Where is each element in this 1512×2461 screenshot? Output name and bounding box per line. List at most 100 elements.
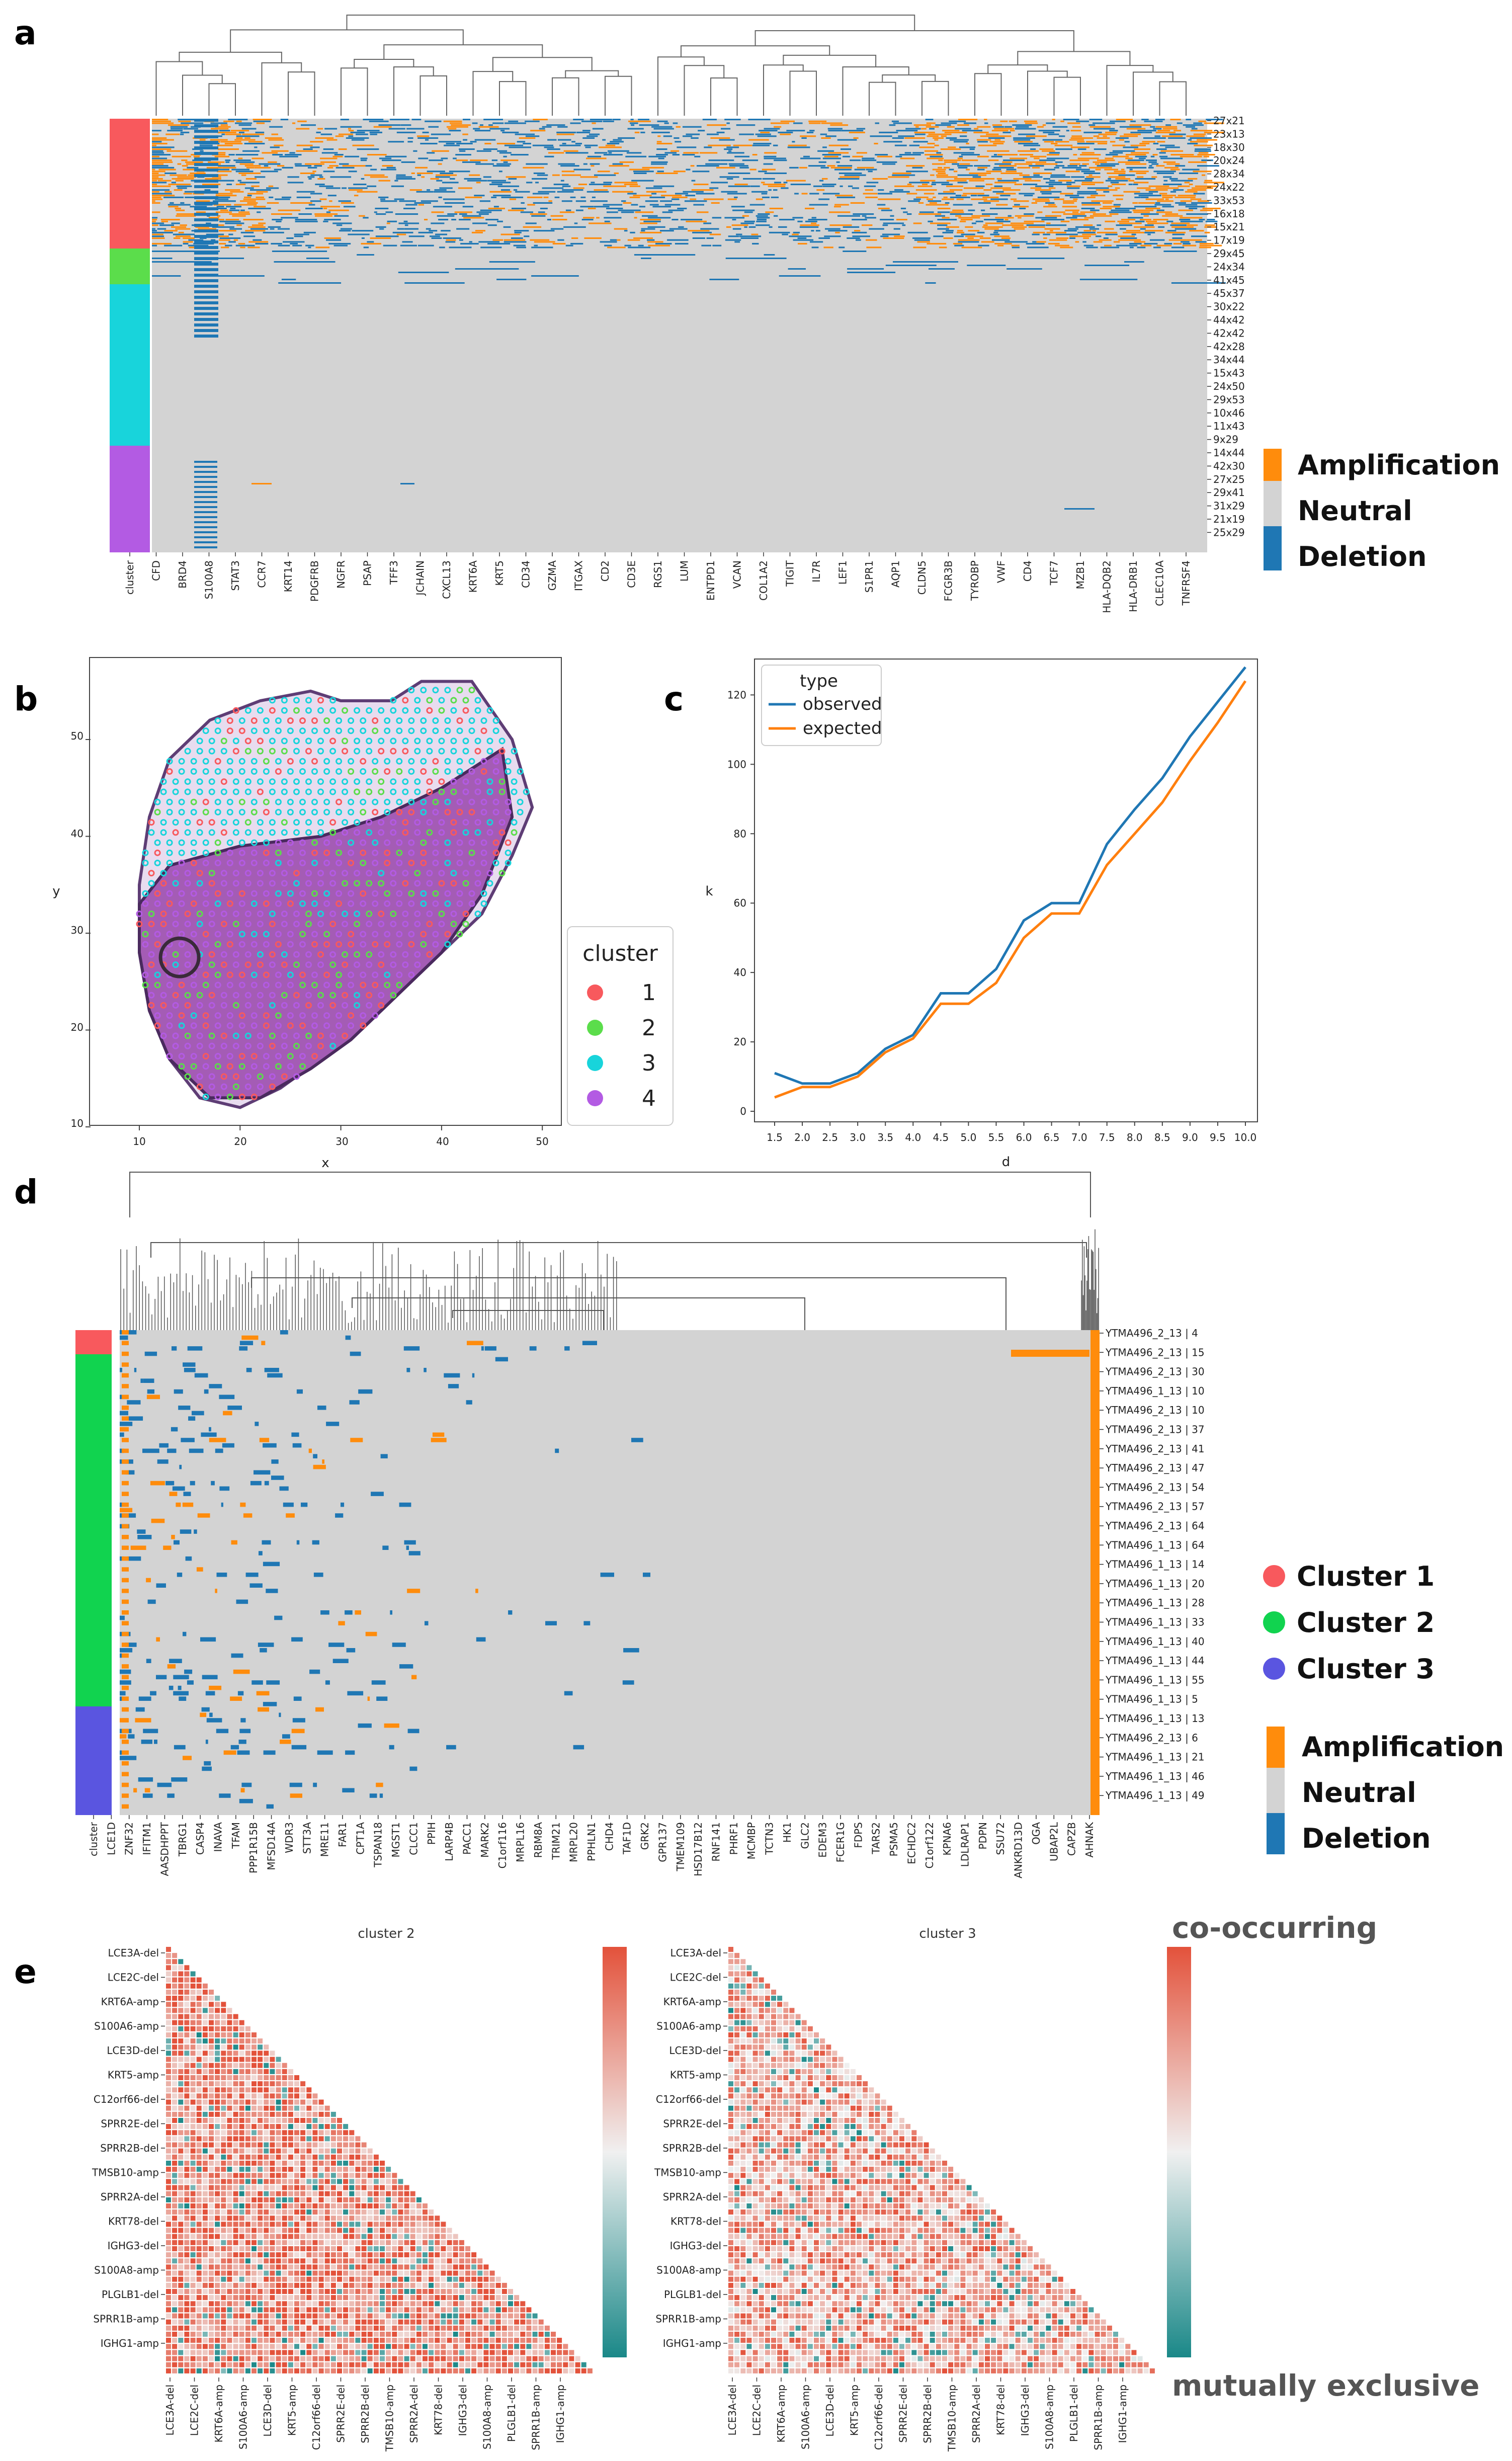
a-cell-del bbox=[755, 224, 770, 226]
a-cell-amp bbox=[220, 124, 228, 126]
a-cell-amp bbox=[1157, 200, 1173, 202]
e-cell bbox=[312, 2148, 318, 2154]
e-cell bbox=[166, 1965, 171, 1971]
a-cell-del bbox=[485, 219, 498, 221]
a-cell-del bbox=[348, 171, 357, 173]
a-cell-amp bbox=[853, 137, 859, 139]
b-spot bbox=[250, 941, 258, 948]
a-cell-amp bbox=[234, 139, 256, 141]
e-cell bbox=[209, 2130, 214, 2136]
a-cell-amp bbox=[342, 165, 366, 167]
a-cell-del bbox=[441, 230, 451, 232]
a-cell-amp bbox=[174, 189, 183, 191]
a-cell-del bbox=[385, 211, 393, 213]
a-cell-del bbox=[470, 141, 477, 143]
a-row-label: 31x29 bbox=[1213, 500, 1245, 512]
e-cell bbox=[318, 2179, 324, 2184]
c-xtick: 5.0 bbox=[961, 1131, 977, 1143]
d-cell-amp bbox=[122, 1470, 129, 1475]
e-cell bbox=[227, 2057, 232, 2062]
a-cell-del bbox=[526, 182, 533, 184]
b-spot bbox=[172, 1002, 179, 1009]
a-cell-amp bbox=[985, 222, 1003, 224]
a-cell-del bbox=[547, 148, 560, 150]
d-col-label: IFITM1 bbox=[141, 1822, 153, 1855]
e-cell bbox=[172, 2075, 178, 2080]
legend-neutral-swatch bbox=[1264, 481, 1282, 526]
d-cell-del bbox=[171, 1427, 178, 1432]
d-cell-del bbox=[564, 1691, 573, 1696]
a-cell-amp bbox=[1083, 237, 1089, 239]
e-cell bbox=[343, 2185, 349, 2190]
a-cell-amp bbox=[973, 131, 989, 133]
a-cell-del bbox=[631, 180, 654, 182]
a-cell-del bbox=[438, 196, 442, 198]
c-xtick: 2.5 bbox=[822, 1131, 838, 1143]
b-spot bbox=[257, 921, 264, 928]
e-cell bbox=[258, 2050, 263, 2056]
a-cell-amp bbox=[997, 154, 1018, 156]
a-cell-del bbox=[270, 146, 280, 148]
a-cell-amp bbox=[716, 167, 735, 169]
b-spot bbox=[396, 859, 403, 866]
a-cell-del bbox=[503, 161, 508, 163]
d-cell-del bbox=[328, 1643, 345, 1647]
e-cell bbox=[166, 2093, 171, 2099]
a-cell-del bbox=[686, 133, 700, 135]
b-spot bbox=[311, 1022, 318, 1029]
a-cell-amp bbox=[178, 120, 191, 122]
e-cell bbox=[178, 1965, 184, 1971]
d-row-label: YTMA496_2_13 | 37 bbox=[1105, 1424, 1205, 1436]
d-cell-del bbox=[120, 1756, 137, 1760]
a-cell-amp bbox=[726, 226, 731, 228]
e-cell bbox=[398, 2185, 403, 2190]
a-cell-del bbox=[493, 195, 511, 197]
a-cell-del bbox=[194, 124, 218, 127]
b-spot bbox=[311, 1012, 318, 1019]
a-cell-amp bbox=[1009, 120, 1017, 122]
e-cell bbox=[349, 2179, 355, 2184]
b-spot bbox=[196, 880, 203, 887]
a-cell-del bbox=[890, 215, 894, 217]
e-cell bbox=[251, 2081, 257, 2087]
d-col-label: OGA bbox=[1030, 1822, 1042, 1845]
a-cell-amp bbox=[1052, 211, 1065, 213]
a-cell-del bbox=[240, 231, 254, 233]
a-cell-del bbox=[229, 209, 240, 211]
a-cell-amp bbox=[183, 193, 192, 195]
a-cell-del bbox=[547, 219, 551, 221]
a-cell-del bbox=[1013, 137, 1035, 139]
a-cell-del bbox=[1052, 126, 1068, 128]
b-spot bbox=[238, 1012, 245, 1019]
a-cell-del bbox=[194, 202, 218, 205]
a-cell-del bbox=[404, 228, 418, 230]
e-cell bbox=[172, 1983, 178, 1989]
a-cell-amp bbox=[965, 235, 983, 237]
a-cell-amp bbox=[1093, 161, 1107, 163]
b-spot bbox=[214, 859, 221, 866]
a-cell-del bbox=[348, 233, 370, 235]
a-cell-del bbox=[744, 211, 753, 213]
a-cell-amp bbox=[523, 226, 542, 228]
e-cell bbox=[209, 2105, 214, 2111]
b-spot bbox=[275, 931, 282, 938]
a-cell-amp bbox=[874, 142, 878, 144]
a-cell-amp bbox=[305, 163, 324, 165]
a-cell-amp bbox=[612, 191, 633, 193]
b-spot bbox=[444, 931, 451, 938]
a-cell-amp bbox=[1035, 163, 1058, 165]
d-col-label: TMEM109 bbox=[675, 1822, 687, 1872]
a-cell-del bbox=[648, 217, 671, 219]
a-cell-amp bbox=[409, 189, 422, 191]
a-cell-amp bbox=[672, 196, 688, 198]
a-cell-del bbox=[728, 150, 732, 152]
e-cell bbox=[312, 2191, 318, 2196]
a-cell-amp bbox=[816, 189, 825, 191]
a-col-label: KRT14 bbox=[282, 560, 294, 592]
a-cell-amp bbox=[786, 180, 806, 182]
a-cell-amp bbox=[219, 242, 226, 244]
b-spot bbox=[390, 961, 397, 968]
b-spot bbox=[184, 992, 191, 999]
panel-a-column-labels: cluster CFD BRD4 S100A8 STAT3 CCR7 KRT14 PDGFRB… bbox=[124, 552, 1192, 613]
a-cell-amp bbox=[913, 124, 931, 126]
